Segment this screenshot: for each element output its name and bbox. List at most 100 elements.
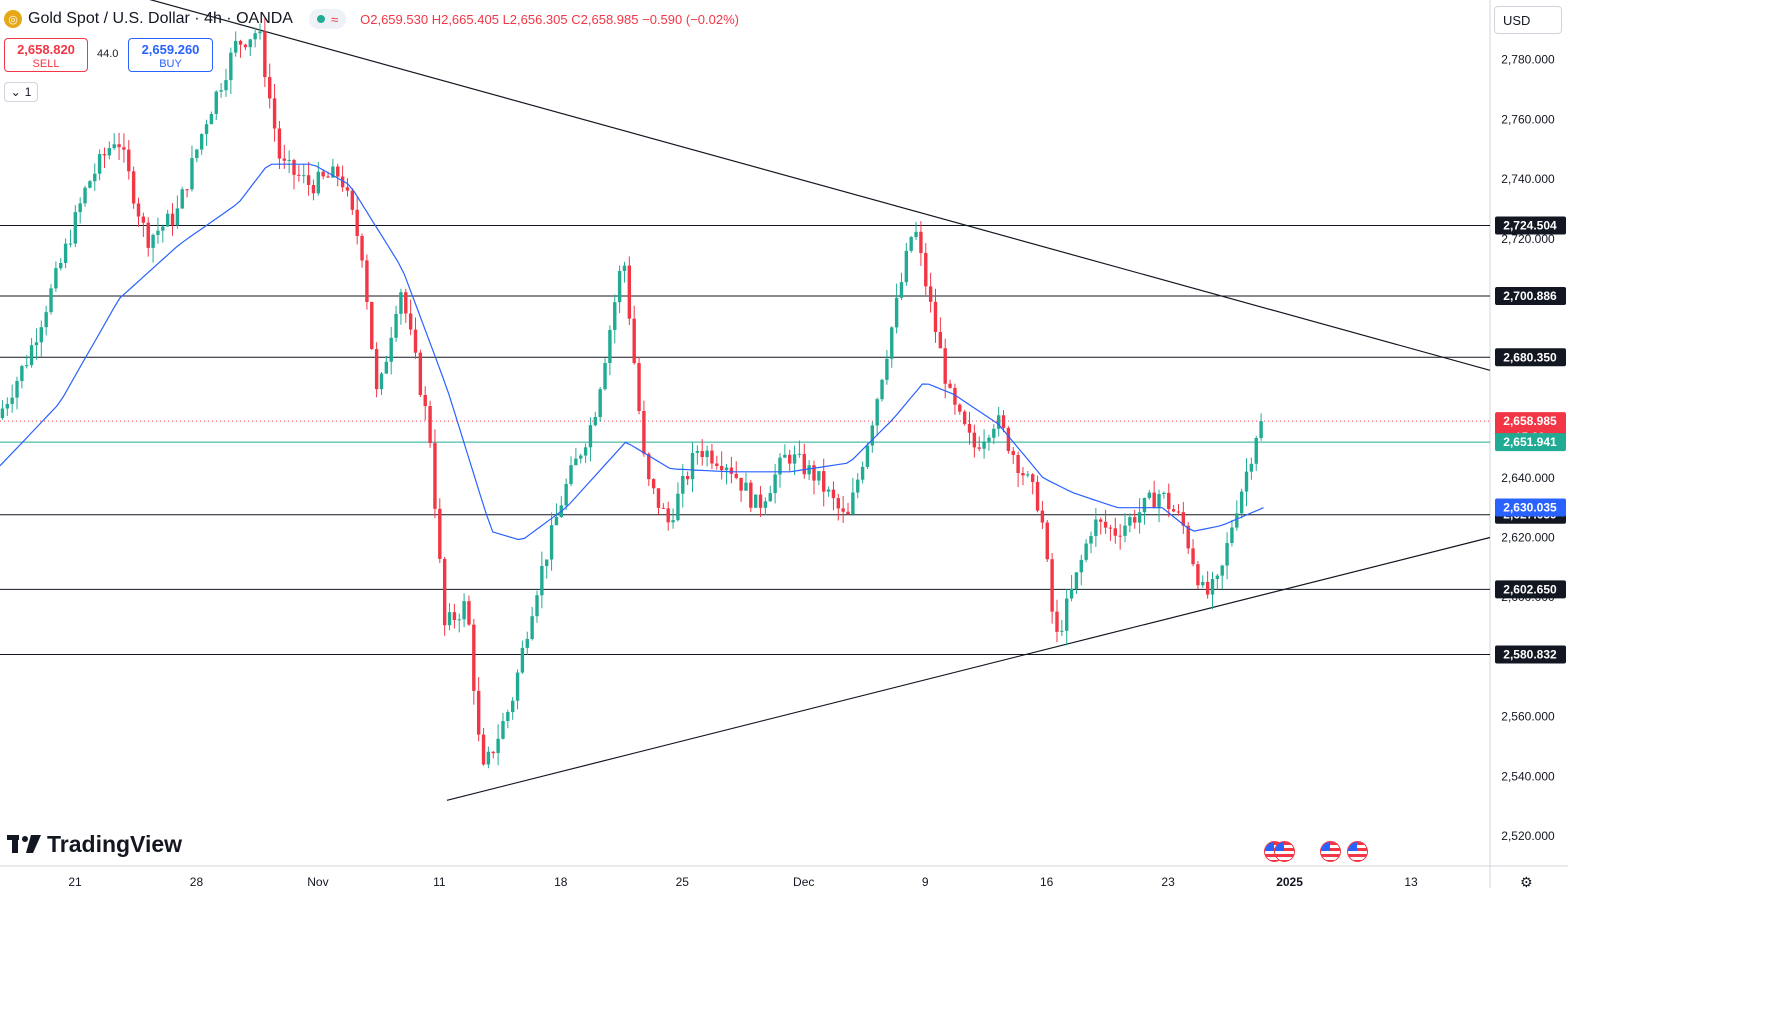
- candle: [914, 222, 918, 240]
- candle: [452, 603, 457, 629]
- currency-selector[interactable]: USD: [1494, 6, 1562, 34]
- candle: [63, 238, 68, 269]
- sell-button[interactable]: 2,658.820 SELL: [4, 38, 88, 72]
- candle: [1239, 488, 1244, 519]
- candle: [1215, 573, 1220, 590]
- candle: [428, 400, 432, 448]
- candle: [442, 556, 447, 636]
- indicator-collapse-button[interactable]: ⌄ 1: [4, 82, 38, 102]
- candle: [899, 272, 904, 300]
- candle: [739, 477, 743, 502]
- candle: [389, 326, 393, 375]
- candle: [851, 477, 855, 516]
- candle: [336, 163, 340, 187]
- candle: [875, 397, 879, 436]
- candle: [1065, 589, 1069, 646]
- candle: [681, 464, 685, 508]
- us-flag-icon[interactable]: [1274, 841, 1295, 862]
- candle: [632, 305, 636, 365]
- candle: [836, 493, 840, 521]
- x-tick-label: 2025: [1276, 875, 1303, 888]
- candle: [365, 254, 369, 310]
- candle: [481, 728, 486, 766]
- candle: [860, 461, 865, 484]
- candle: [822, 458, 826, 507]
- candle: [1210, 571, 1215, 610]
- candle: [992, 424, 996, 445]
- price-chart[interactable]: 2,780.000 2,760.000 2,740.000 2,720.000 2,70…: [0, 0, 1568, 888]
- candle: [462, 593, 466, 628]
- candle: [996, 407, 1001, 437]
- candle: [583, 443, 588, 463]
- candle: [379, 372, 384, 396]
- candle: [394, 305, 398, 342]
- candle: [1162, 491, 1166, 499]
- candle: [112, 133, 116, 151]
- candle: [88, 179, 92, 189]
- buy-button[interactable]: 2,659.260 BUY: [128, 38, 213, 72]
- candle: [783, 444, 787, 458]
- candle: [812, 460, 816, 495]
- candle: [1026, 471, 1030, 478]
- candle: [685, 471, 690, 485]
- candle: [515, 669, 520, 710]
- y-tick-label: 2,520.000: [1501, 829, 1555, 843]
- us-flag-icon[interactable]: [1320, 841, 1341, 862]
- candle: [719, 451, 724, 480]
- candle: [933, 288, 938, 343]
- candle: [617, 265, 622, 314]
- market-status-pill[interactable]: ≈: [308, 9, 347, 29]
- candle: [666, 501, 670, 531]
- level-price-tag: 2,700.886: [1503, 289, 1557, 303]
- candle: [1196, 561, 1200, 590]
- x-tick-label: 21: [68, 875, 82, 888]
- candle: [1225, 532, 1229, 580]
- candle: [374, 342, 379, 398]
- candle: [180, 186, 184, 209]
- candle: [29, 337, 34, 368]
- candle: [457, 613, 461, 633]
- candle: [350, 187, 355, 215]
- candle: [467, 595, 471, 626]
- tradingview-logo[interactable]: TradingView: [7, 831, 182, 858]
- candle: [34, 328, 39, 360]
- gear-icon[interactable]: ⚙: [1520, 874, 1533, 890]
- candle: [253, 27, 257, 48]
- candle: [880, 378, 884, 402]
- us-flag-icon[interactable]: [1347, 841, 1368, 862]
- candle: [1006, 426, 1011, 454]
- symbol-title[interactable]: Gold Spot / U.S. Dollar · 4h · OANDA: [28, 10, 293, 27]
- x-tick-label: 13: [1404, 875, 1418, 888]
- candle: [1244, 458, 1249, 507]
- candle: [219, 83, 223, 98]
- candle: [15, 376, 19, 410]
- candle: [559, 496, 563, 518]
- x-tick-label: 16: [1040, 875, 1054, 888]
- candle: [1147, 489, 1152, 500]
- candle: [1176, 504, 1181, 516]
- candle: [919, 221, 923, 266]
- candle: [1259, 413, 1263, 441]
- candle: [506, 709, 510, 729]
- candle: [287, 150, 291, 174]
- candle: [292, 158, 296, 190]
- candle: [175, 195, 180, 229]
- candle: [671, 508, 675, 529]
- candle: [841, 495, 845, 523]
- candle: [1137, 498, 1142, 534]
- candle: [778, 453, 782, 488]
- candle: [199, 133, 204, 155]
- y-tick-label: 2,620.000: [1501, 531, 1555, 545]
- candle: [321, 169, 325, 180]
- gold-coin-icon: ◎: [4, 10, 22, 28]
- candle: [1167, 483, 1171, 518]
- candle: [885, 350, 889, 385]
- candle: [958, 403, 962, 415]
- candle: [355, 196, 359, 245]
- candle: [311, 179, 316, 201]
- candle: [938, 317, 943, 349]
- candle: [117, 132, 121, 161]
- candle: [340, 165, 345, 192]
- candle: [1084, 539, 1088, 563]
- candle: [433, 429, 437, 519]
